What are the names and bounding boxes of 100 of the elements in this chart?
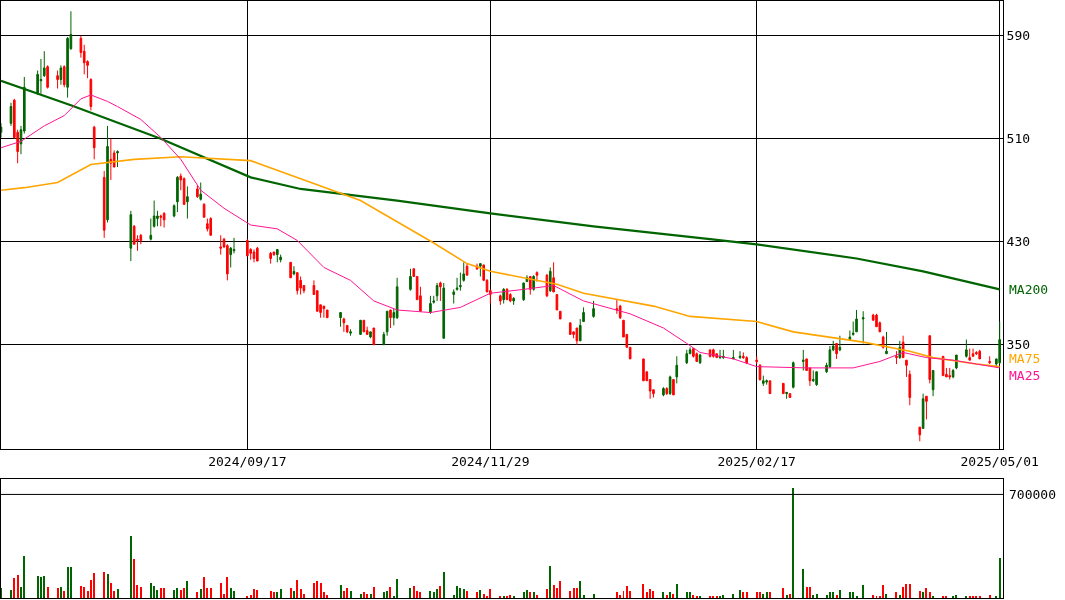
bar [370,594,372,598]
bar [546,589,548,598]
bar [156,590,158,598]
candlestick [362,319,366,333]
candlestick [718,349,722,360]
candlestick [732,349,735,360]
candlestick [499,294,502,306]
bar [107,574,109,598]
bar [872,595,874,598]
bar [160,588,162,598]
bar [210,588,212,598]
bar [183,588,185,598]
candlestick [592,300,595,319]
bar [662,592,664,598]
bar [350,591,352,598]
bar [459,588,461,598]
bar [836,595,838,598]
candlestick [182,176,186,205]
candlestick [665,386,669,396]
bar [196,592,198,598]
candlestick [109,138,113,181]
bar [746,592,748,598]
y-tick-label: 350 [1006,337,1031,353]
candlestick [861,310,865,344]
candlestick [152,200,156,229]
bar [80,586,82,598]
bar [340,585,342,598]
candlestick [781,382,785,395]
bar [852,592,854,598]
bar [386,591,388,598]
bar [203,577,205,598]
bar [899,595,901,598]
candlestick [372,327,376,346]
candlestick [359,319,362,335]
candlestick [292,265,296,275]
candlestick [369,331,372,339]
candlestick [382,331,386,346]
bar [549,566,551,598]
bar [626,586,628,598]
bar [456,586,458,598]
y-tick-label: 590 [1006,28,1031,44]
bar [40,577,42,598]
candlestick [951,368,955,379]
bar [569,591,571,598]
candlestick [522,282,525,302]
bar [220,583,222,598]
candlestick [106,125,109,223]
bar [180,590,182,598]
bar [10,590,12,598]
bar [13,578,15,598]
candlestick [575,327,579,346]
bar [17,575,19,598]
candlestick [342,317,346,333]
bar [140,587,142,598]
series-label: MA200 [1009,282,1049,297]
candlestick [692,348,695,359]
candlestick [385,310,389,337]
candlestick [738,350,742,360]
candlestick [206,218,209,232]
candlestick [196,184,199,199]
bar [419,592,421,598]
x-tick-label: 2025/02/17 [717,453,796,469]
bar [862,585,864,598]
candlestick [642,358,645,382]
candlestick [975,350,978,356]
candlestick [202,202,206,218]
bar [573,588,575,598]
bar [433,592,435,598]
bar [999,558,1001,598]
candlestick [765,378,768,386]
bar [885,594,887,598]
candlestick [435,282,439,302]
candlestick [129,210,133,262]
candlestick [46,64,49,90]
bar [233,591,235,598]
bar [676,584,678,598]
candlestick [295,272,299,296]
bar [646,592,648,598]
candlestick [895,350,898,365]
bar [955,595,957,598]
bar [929,592,931,598]
bar [200,589,202,598]
series-label: MA25 [1009,368,1041,383]
candlestick [965,339,968,359]
bar [93,573,95,598]
candlestick [978,349,982,360]
candlestick [535,272,539,283]
bar [523,592,525,598]
candlestick [199,182,203,202]
candlestick [479,263,482,277]
candlestick [928,335,932,384]
candlestick [465,263,469,276]
bar [343,591,345,598]
candlestick [998,321,1001,365]
bar [616,592,618,598]
bar [989,595,991,598]
candlestick [662,386,665,397]
candlestick [159,214,163,227]
bar [70,567,72,598]
candlestick [59,64,63,86]
